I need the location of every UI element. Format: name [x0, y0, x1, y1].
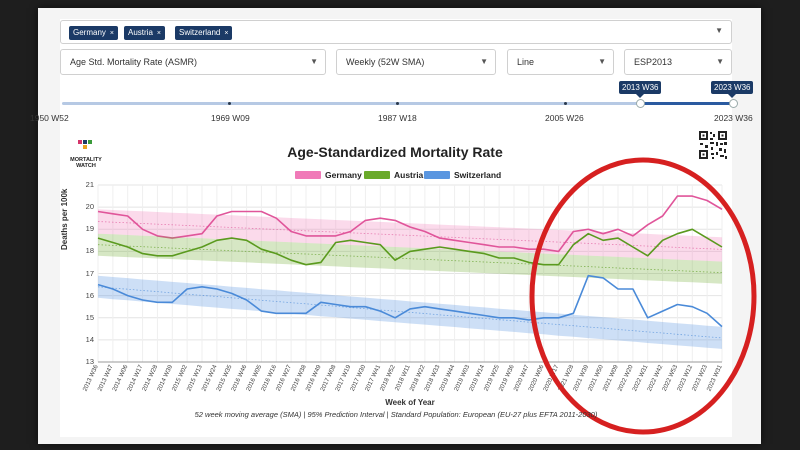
- chevron-down-icon[interactable]: ▼: [715, 26, 723, 35]
- range-end-tooltip: 2023 W36: [711, 81, 754, 98]
- slider-label: 2023 W36: [714, 113, 753, 123]
- slider-tick: [564, 102, 567, 105]
- legend-label: Switzerland: [454, 170, 502, 180]
- period-select[interactable]: Weekly (52W SMA) ▼: [336, 49, 496, 75]
- slider-tick: [396, 102, 399, 105]
- slider-label: 1987 W18: [378, 113, 417, 123]
- chart-footnote: 52 week moving average (SMA) | 95% Predi…: [194, 410, 598, 419]
- chip-label: Switzerland: [179, 28, 221, 37]
- slider-label: 1950 W52: [30, 113, 69, 123]
- series-line-switzerland: [97, 274, 723, 328]
- x-axis-title: Week of Year: [385, 398, 435, 407]
- logo-text: MORTALITY WATCH: [70, 157, 102, 169]
- slider-tick: [228, 102, 231, 105]
- y-tick-label: 13: [85, 357, 94, 366]
- country-chip-germany[interactable]: Germany ×: [69, 26, 118, 40]
- baseline-switzerland: [97, 286, 723, 339]
- legend-item-switzerland[interactable]: Switzerland: [424, 170, 501, 182]
- legend-swatch: [295, 171, 321, 179]
- metric-value: Age Std. Mortality Rate (ASMR): [70, 57, 198, 67]
- remove-chip-icon[interactable]: ×: [224, 30, 229, 37]
- y-tick-label: 18: [85, 246, 94, 256]
- chevron-down-icon: ▼: [310, 57, 318, 66]
- chevron-down-icon: ▼: [598, 57, 606, 66]
- y-tick-label: 19: [85, 224, 94, 234]
- baseline-germany: [97, 221, 723, 250]
- legend-swatch: [424, 171, 450, 179]
- period-value: Weekly (52W SMA): [346, 57, 425, 67]
- baseline-austria: [97, 244, 723, 273]
- range-start-handle[interactable]: [636, 99, 645, 108]
- logo-mark-icon: [78, 140, 92, 149]
- y-tick-label: 21: [85, 180, 94, 189]
- slider-label: 2005 W26: [545, 113, 584, 123]
- standard-population-select[interactable]: ESP2013 ▼: [624, 49, 732, 75]
- range-start-tooltip: 2013 W36: [619, 81, 662, 98]
- series-line-austria: [97, 228, 723, 266]
- highlight-circle: [529, 157, 757, 435]
- legend-item-germany[interactable]: Germany: [295, 170, 362, 182]
- qr-code-icon: [698, 130, 728, 160]
- y-tick-label: 20: [85, 202, 94, 212]
- country-chip-austria[interactable]: Austria ×: [124, 26, 165, 40]
- country-chip-switzerland[interactable]: Switzerland ×: [175, 26, 233, 40]
- y-tick-label: 17: [85, 268, 94, 278]
- range-end-handle[interactable]: [729, 99, 738, 108]
- standard-population-value: ESP2013: [634, 57, 673, 67]
- chart-style-value: Line: [517, 57, 535, 67]
- series-line-germany: [97, 195, 723, 253]
- prediction-band-switzerland: [98, 275, 722, 349]
- y-tick-label: 14: [85, 334, 94, 344]
- selected-range: [636, 99, 738, 108]
- remove-chip-icon[interactable]: ×: [109, 30, 114, 37]
- date-range-slider[interactable]: [62, 102, 734, 105]
- metric-select[interactable]: Age Std. Mortality Rate (ASMR) ▼: [60, 49, 326, 75]
- y-tick-label: 15: [85, 312, 94, 322]
- slider-label: 1969 W09: [211, 113, 250, 123]
- legend-swatch: [364, 171, 390, 179]
- chart-title: Age-Standardized Mortality Rate: [287, 144, 503, 160]
- country-filter[interactable]: Germany × Austria × Switzerland × ▼: [60, 20, 732, 44]
- remove-chip-icon[interactable]: ×: [156, 30, 161, 37]
- legend-label: Germany: [325, 170, 362, 180]
- chevron-down-icon: ▼: [480, 57, 488, 66]
- chip-label: Germany: [73, 28, 106, 37]
- chevron-down-icon: ▼: [716, 57, 724, 66]
- y-tick-label: 16: [85, 290, 94, 300]
- chart-style-select[interactable]: Line ▼: [507, 49, 614, 75]
- legend-label: Austria: [394, 170, 424, 180]
- chip-label: Austria: [128, 28, 153, 37]
- mortality-watch-logo: MORTALITY WATCH: [68, 138, 104, 169]
- legend-item-austria[interactable]: Austria: [364, 170, 423, 182]
